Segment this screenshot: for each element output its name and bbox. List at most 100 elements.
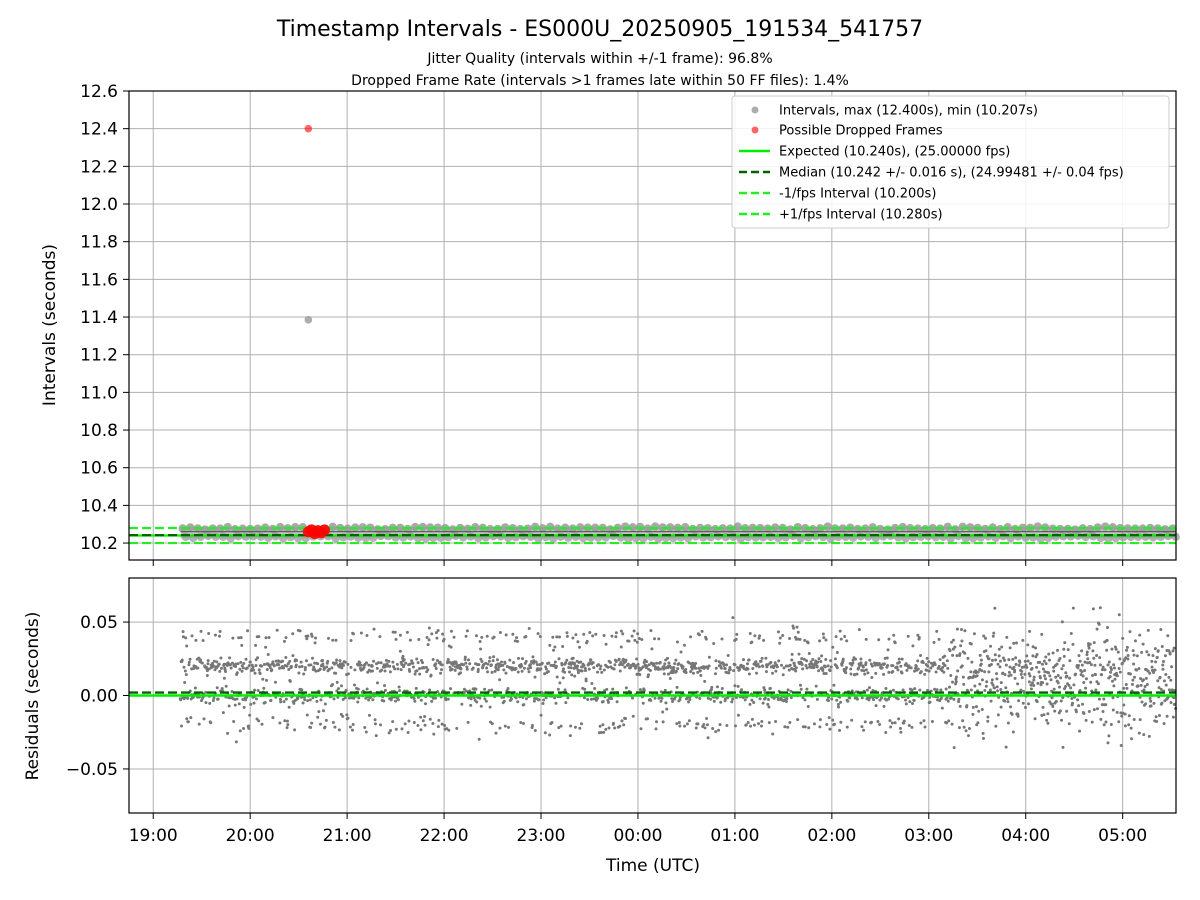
residual-point (835, 651, 839, 655)
residual-point (795, 625, 799, 629)
residual-point (1069, 632, 1073, 636)
residual-point (1041, 705, 1045, 709)
residual-point (506, 686, 510, 690)
residual-point (235, 671, 239, 675)
residual-point (992, 631, 996, 635)
residual-point (490, 670, 494, 674)
residual-point (673, 662, 677, 666)
residual-point (496, 668, 500, 672)
residual-point (1045, 718, 1049, 722)
residual-point (421, 719, 425, 723)
residual-point (1162, 722, 1166, 726)
interval-point (1126, 532, 1135, 542)
residual-point (207, 667, 211, 671)
residual-point (1010, 712, 1014, 716)
residual-point (392, 665, 396, 669)
residual-point (1089, 680, 1093, 684)
residual-point (674, 658, 678, 662)
residual-point (474, 687, 478, 691)
residual-point (734, 696, 738, 700)
residual-point (1045, 682, 1049, 686)
residual-point (766, 698, 770, 702)
intervals-y-axis-label: Intervals (seconds) (40, 244, 60, 406)
residual-point (800, 657, 804, 661)
residual-point (908, 700, 912, 704)
residual-point (362, 665, 366, 669)
residual-point (746, 662, 750, 666)
residual-point (273, 680, 277, 684)
interval-point (1134, 532, 1143, 541)
residual-point (571, 636, 575, 640)
residual-point (682, 643, 686, 647)
residual-point (182, 665, 186, 669)
residual-point (419, 715, 423, 719)
residual-point (1001, 671, 1005, 675)
residual-point (783, 725, 787, 729)
residual-point (666, 672, 670, 676)
residual-point (1142, 733, 1146, 737)
residual-point (379, 661, 383, 665)
residual-point (311, 696, 315, 700)
residual-point (798, 637, 802, 641)
residual-point (891, 664, 895, 668)
residual-point (452, 635, 456, 639)
x-tick-label: 00:00 (613, 826, 662, 846)
residual-point (582, 632, 586, 636)
residual-point (820, 654, 824, 658)
residual-point (966, 734, 970, 738)
residual-point (382, 699, 386, 703)
residual-point (969, 642, 973, 646)
x-tick-label: 02:00 (807, 826, 856, 846)
residual-point (218, 669, 222, 673)
interval-point (219, 532, 228, 542)
residual-point (756, 722, 760, 726)
residual-point (688, 698, 692, 702)
residual-point (1009, 705, 1013, 709)
residual-point (764, 656, 768, 660)
residual-point (942, 670, 946, 674)
residual-point (1024, 705, 1027, 709)
residual-point (319, 698, 323, 702)
residual-point (1042, 713, 1046, 717)
residual-point (874, 704, 878, 708)
residual-point (529, 666, 533, 670)
residual-point (864, 637, 868, 641)
residual-point (370, 669, 374, 673)
residual-point (725, 663, 729, 667)
residual-point (996, 689, 1000, 693)
residual-point (593, 687, 597, 691)
residual-point (981, 731, 985, 735)
residual-point (476, 667, 480, 671)
intervals-panel: 10.210.410.610.811.011.211.411.611.812.0… (40, 82, 1180, 566)
legend-entry-median: Median (10.242 +/- 0.016 s), (24.99481 +… (739, 166, 1124, 181)
residual-point (346, 662, 350, 666)
residual-point (737, 668, 741, 672)
residual-point (345, 713, 349, 717)
interval-point (1033, 522, 1042, 531)
residual-point (270, 668, 274, 672)
residual-point (532, 699, 536, 703)
residual-point (782, 666, 786, 670)
residual-point (394, 637, 398, 641)
residual-point (1112, 663, 1116, 667)
residual-point (843, 635, 847, 639)
residual-point (1001, 656, 1005, 660)
intervals-y-tick-label: 12.2 (80, 157, 118, 177)
residual-point (1003, 658, 1007, 662)
residual-point (1148, 696, 1152, 700)
residual-point (383, 688, 387, 692)
residual-point (223, 670, 227, 674)
residual-point (827, 695, 831, 699)
residual-point (485, 666, 489, 670)
residual-point (975, 674, 979, 678)
residual-point (204, 701, 208, 705)
residual-point (863, 720, 867, 724)
residual-point (388, 664, 392, 668)
residual-point (919, 654, 923, 658)
residual-point (985, 654, 989, 658)
residual-point (520, 657, 524, 661)
residual-point (428, 688, 432, 692)
residual-point (378, 635, 382, 639)
residual-point (364, 730, 368, 734)
residual-point (815, 697, 819, 701)
